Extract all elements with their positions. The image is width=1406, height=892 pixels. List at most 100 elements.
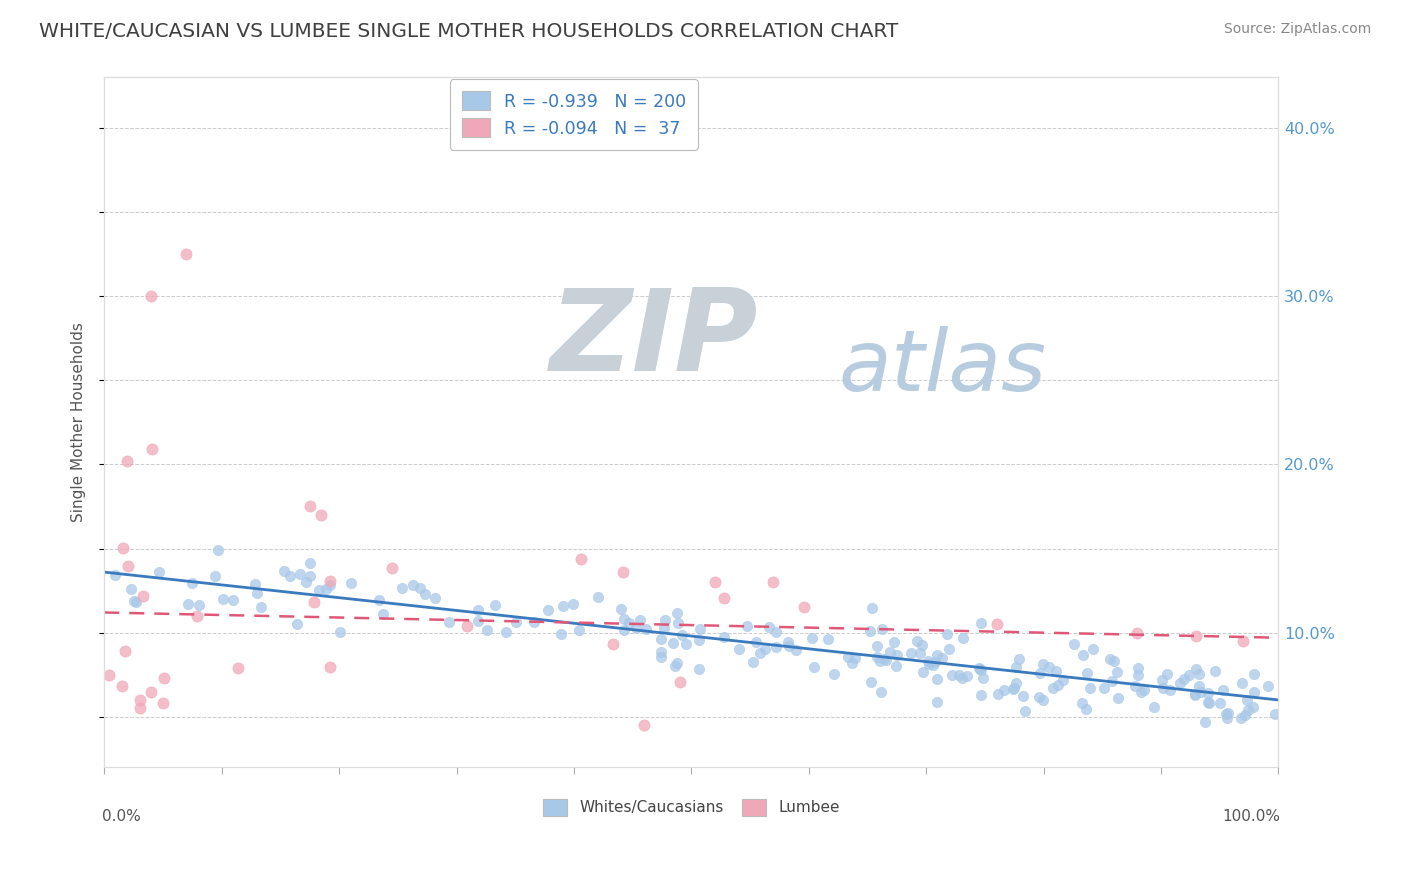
Point (111, 679, 134, 693)
Point (650, 649, 672, 664)
Text: 0.0%: 0.0% (103, 809, 141, 823)
Point (495, 624, 517, 639)
Point (1184, 688, 1206, 702)
Point (1126, 625, 1149, 640)
Point (285, 617, 308, 632)
Point (745, 635, 768, 649)
Point (668, 674, 690, 689)
Point (318, 578, 340, 592)
Point (873, 652, 896, 666)
Point (115, 454, 138, 468)
Point (1005, 660, 1028, 674)
Point (619, 615, 641, 630)
Point (654, 613, 676, 627)
Point (1128, 667, 1150, 681)
Point (278, 569, 301, 583)
Point (1101, 673, 1123, 688)
Point (128, 693, 150, 707)
Point (688, 632, 710, 647)
Point (970, 616, 993, 631)
Point (295, 574, 318, 589)
Point (1204, 665, 1226, 679)
Point (381, 561, 404, 575)
Point (613, 623, 636, 637)
Point (1188, 679, 1211, 693)
Point (568, 623, 591, 637)
Point (152, 696, 174, 710)
Point (153, 671, 176, 685)
Point (666, 606, 689, 620)
Point (111, 541, 134, 555)
Point (972, 671, 994, 685)
Text: 100.0%: 100.0% (1223, 809, 1281, 823)
Point (883, 635, 905, 649)
Point (918, 657, 941, 672)
Point (1241, 700, 1264, 714)
Point (1071, 648, 1094, 663)
Point (727, 641, 749, 656)
Point (859, 675, 882, 690)
Point (124, 595, 146, 609)
Point (925, 695, 948, 709)
Text: Source: ZipAtlas.com: Source: ZipAtlas.com (1223, 22, 1371, 37)
Point (986, 617, 1008, 632)
Point (141, 684, 163, 698)
Point (1052, 673, 1074, 688)
Point (1152, 681, 1174, 695)
Point (1143, 700, 1166, 714)
Point (613, 612, 636, 626)
Point (948, 668, 970, 682)
Point (911, 665, 934, 680)
Point (935, 627, 957, 641)
Point (1063, 637, 1085, 651)
Point (671, 627, 693, 641)
Point (1212, 683, 1234, 698)
Point (602, 637, 624, 651)
Point (1243, 685, 1265, 699)
Point (952, 631, 974, 645)
Point (329, 625, 352, 640)
Point (634, 622, 657, 636)
Point (1185, 662, 1208, 676)
Point (319, 574, 342, 588)
Point (1208, 697, 1230, 711)
Point (970, 664, 993, 678)
Point (1216, 706, 1239, 720)
Point (837, 649, 859, 664)
Point (1189, 685, 1212, 699)
Point (299, 556, 322, 570)
Point (1215, 706, 1237, 721)
Point (886, 648, 908, 662)
Point (467, 602, 489, 616)
Point (128, 701, 150, 715)
Point (413, 587, 436, 601)
Point (666, 615, 689, 630)
Point (1197, 685, 1219, 699)
Point (273, 565, 295, 579)
Point (1092, 681, 1115, 695)
Point (141, 289, 163, 303)
Point (141, 442, 163, 456)
Point (800, 631, 823, 645)
Point (905, 634, 928, 648)
Point (866, 639, 889, 653)
Point (1159, 682, 1181, 697)
Point (866, 650, 889, 665)
Point (319, 659, 342, 673)
Point (785, 642, 807, 657)
Point (1168, 676, 1191, 690)
Point (1029, 665, 1052, 680)
Point (987, 687, 1010, 701)
Point (675, 637, 697, 651)
Point (1123, 679, 1146, 693)
Point (1032, 657, 1054, 671)
Point (879, 645, 901, 659)
Point (1233, 708, 1256, 723)
Point (120, 582, 142, 596)
Point (391, 581, 413, 595)
Point (177, 597, 200, 611)
Point (1216, 711, 1239, 725)
Point (875, 653, 897, 667)
Point (870, 685, 893, 699)
Point (765, 640, 787, 655)
